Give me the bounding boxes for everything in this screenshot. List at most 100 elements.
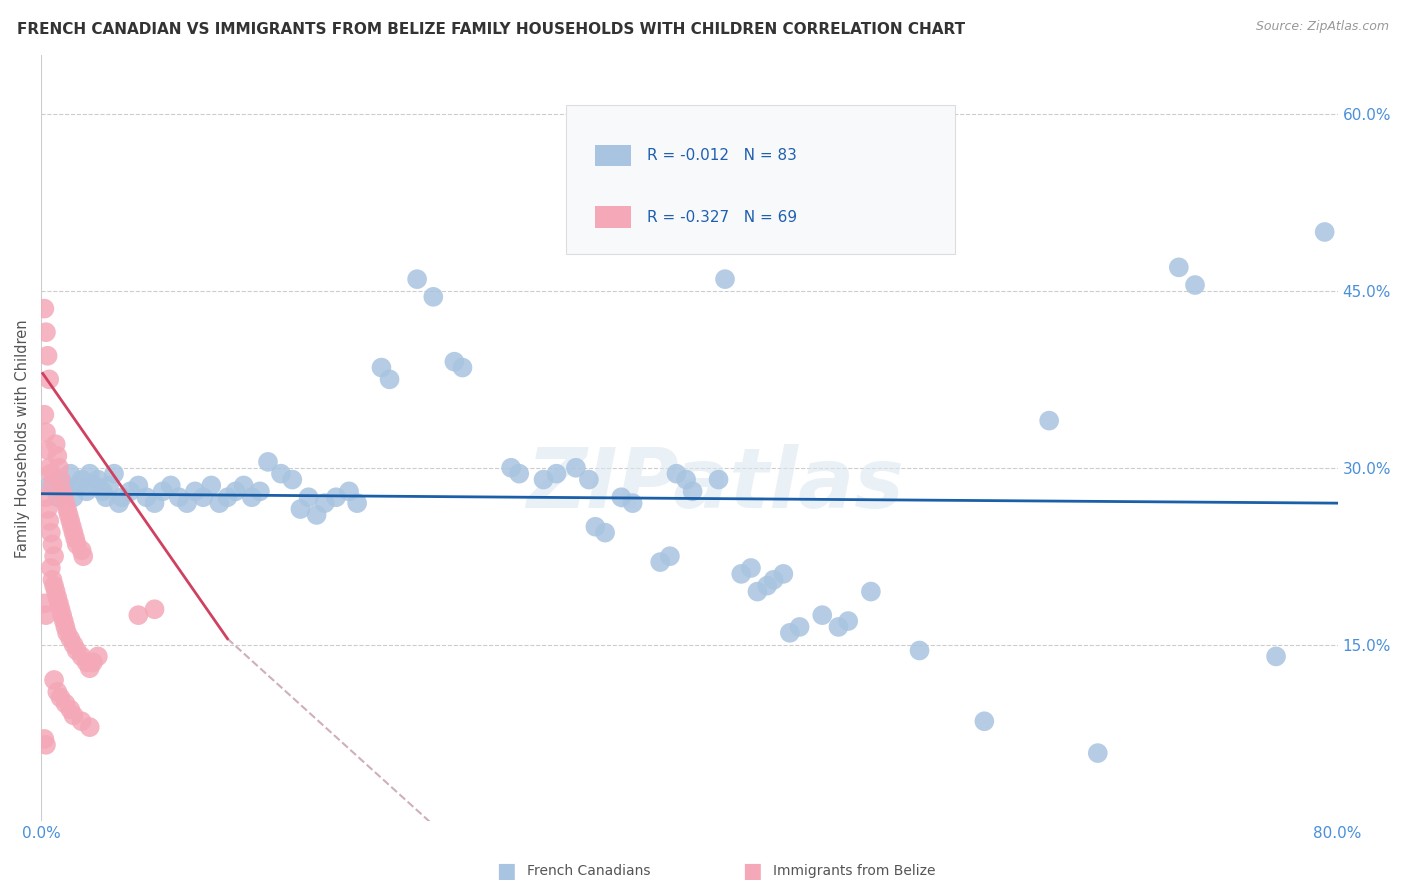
Point	[83, 478, 105, 492]
Point	[46, 449, 69, 463]
Point	[66, 643, 89, 657]
Point	[756, 579, 779, 593]
Point	[740, 561, 762, 575]
Point	[370, 360, 392, 375]
Point	[35, 325, 58, 339]
Point	[58, 508, 80, 522]
Point	[270, 467, 292, 481]
Point	[34, 596, 56, 610]
Point	[193, 490, 215, 504]
Point	[111, 490, 134, 504]
Point	[34, 731, 56, 746]
Point	[127, 478, 149, 492]
Point	[72, 549, 94, 564]
Point	[42, 579, 65, 593]
Point	[79, 720, 101, 734]
Point	[62, 490, 84, 504]
Point	[281, 473, 304, 487]
Point	[658, 549, 681, 564]
Point	[422, 290, 444, 304]
Point	[42, 549, 65, 564]
Point	[49, 690, 72, 705]
Point	[52, 490, 75, 504]
Point	[583, 519, 606, 533]
Point	[682, 484, 704, 499]
Text: Immigrants from Belize: Immigrants from Belize	[773, 863, 936, 878]
Point	[208, 496, 231, 510]
Point	[546, 467, 568, 481]
Point	[297, 490, 319, 504]
Point	[55, 496, 77, 510]
Point	[143, 496, 166, 510]
Point	[730, 566, 752, 581]
FancyBboxPatch shape	[595, 206, 631, 228]
Point	[41, 537, 63, 551]
Point	[59, 702, 82, 716]
Point	[67, 478, 90, 492]
Text: Source: ZipAtlas.com: Source: ZipAtlas.com	[1256, 20, 1389, 33]
Point	[37, 349, 59, 363]
Point	[34, 408, 56, 422]
Point	[79, 661, 101, 675]
Point	[443, 354, 465, 368]
Text: ■: ■	[742, 861, 762, 880]
Point	[38, 478, 60, 492]
Point	[159, 478, 181, 492]
Point	[55, 620, 77, 634]
Point	[650, 555, 672, 569]
Point	[200, 478, 222, 492]
Point	[59, 632, 82, 646]
Point	[232, 478, 254, 492]
Point	[346, 496, 368, 510]
Point	[176, 496, 198, 510]
Point	[49, 602, 72, 616]
Point	[62, 525, 84, 540]
Point	[1313, 225, 1336, 239]
Point	[714, 272, 737, 286]
Point	[35, 425, 58, 440]
Point	[167, 490, 190, 504]
Point	[135, 490, 157, 504]
Point	[39, 525, 62, 540]
Point	[565, 460, 588, 475]
Point	[56, 502, 79, 516]
Point	[240, 490, 263, 504]
FancyBboxPatch shape	[567, 105, 955, 254]
Point	[49, 473, 72, 487]
Point	[451, 360, 474, 375]
Point	[46, 591, 69, 605]
Text: FRENCH CANADIAN VS IMMIGRANTS FROM BELIZE FAMILY HOUSEHOLDS WITH CHILDREN CORREL: FRENCH CANADIAN VS IMMIGRANTS FROM BELIZ…	[17, 22, 965, 37]
Point	[39, 561, 62, 575]
Point	[48, 460, 70, 475]
Point	[1184, 278, 1206, 293]
Point	[45, 584, 67, 599]
Point	[59, 467, 82, 481]
Point	[76, 655, 98, 669]
Point	[34, 301, 56, 316]
Point	[60, 519, 83, 533]
Point	[35, 490, 58, 504]
Point	[1265, 649, 1288, 664]
Point	[675, 473, 697, 487]
Point	[94, 490, 117, 504]
Point	[578, 473, 600, 487]
Point	[184, 484, 207, 499]
Point	[49, 473, 72, 487]
Point	[38, 514, 60, 528]
Point	[52, 614, 75, 628]
Point	[91, 484, 114, 499]
Point	[249, 484, 271, 499]
Point	[859, 584, 882, 599]
Point	[290, 502, 312, 516]
Point	[143, 602, 166, 616]
Point	[789, 620, 811, 634]
Point	[621, 496, 644, 510]
Point	[38, 372, 60, 386]
Point	[51, 484, 73, 499]
Point	[35, 608, 58, 623]
Point	[533, 473, 555, 487]
Point	[41, 573, 63, 587]
Point	[120, 484, 142, 499]
Point	[779, 625, 801, 640]
Point	[152, 484, 174, 499]
